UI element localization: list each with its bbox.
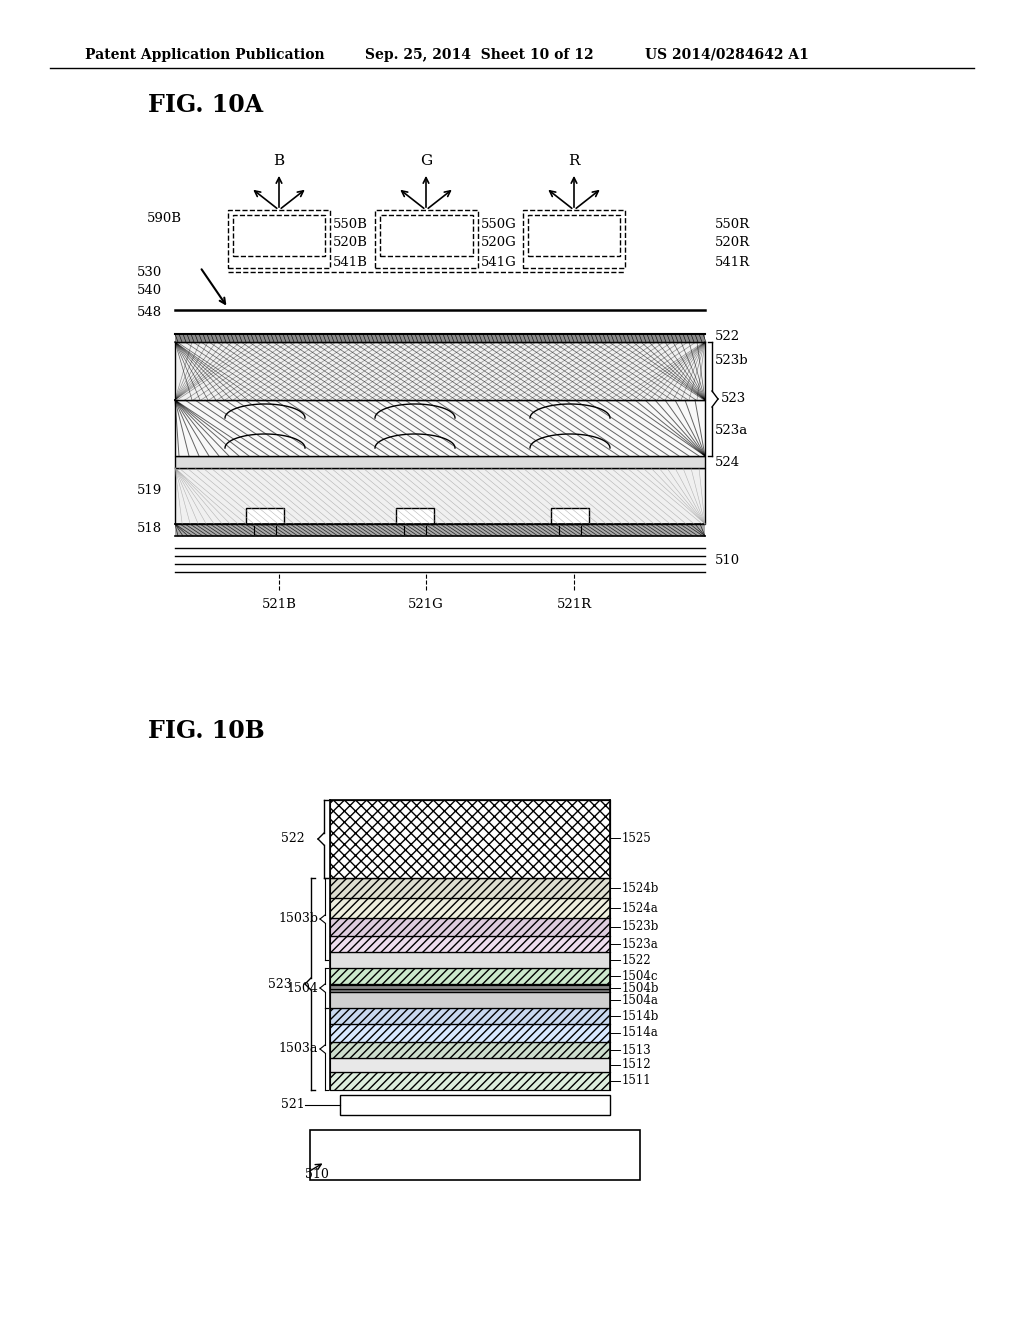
Text: 521R: 521R	[556, 598, 592, 611]
Text: 1522: 1522	[622, 953, 651, 966]
Bar	[340, 1096, 610, 1115]
Text: 522: 522	[715, 330, 740, 343]
Bar	[330, 952, 610, 968]
Text: 541G: 541G	[481, 256, 517, 268]
Text: 541R: 541R	[715, 256, 751, 268]
Text: 1511: 1511	[622, 1074, 651, 1088]
Bar	[551, 508, 589, 524]
Text: 1504a: 1504a	[622, 994, 658, 1006]
Text: 520B: 520B	[333, 236, 368, 249]
Bar	[396, 508, 434, 524]
Bar	[330, 800, 610, 878]
Text: 590B: 590B	[147, 213, 182, 224]
Bar	[330, 1024, 610, 1041]
Bar	[330, 1008, 610, 1024]
Text: 1504: 1504	[286, 982, 318, 994]
Bar	[175, 455, 705, 469]
Text: 521: 521	[282, 1098, 305, 1111]
Text: Sep. 25, 2014  Sheet 10 of 12: Sep. 25, 2014 Sheet 10 of 12	[365, 48, 594, 62]
Bar	[330, 936, 610, 952]
Bar	[330, 1072, 610, 1090]
Text: B: B	[273, 154, 285, 168]
Text: 1524a: 1524a	[622, 902, 658, 915]
Text: 523b: 523b	[715, 354, 749, 367]
Text: 548: 548	[137, 305, 162, 318]
Bar	[233, 215, 325, 256]
Text: 522: 522	[282, 833, 305, 846]
Bar	[330, 968, 610, 983]
Text: 1523a: 1523a	[622, 937, 658, 950]
Text: 523a: 523a	[715, 424, 749, 437]
Text: FIG. 10A: FIG. 10A	[148, 92, 263, 117]
Text: R: R	[568, 154, 580, 168]
Bar	[380, 215, 473, 256]
Text: 1512: 1512	[622, 1059, 651, 1072]
Bar	[175, 334, 705, 342]
Bar	[310, 1130, 640, 1180]
Text: 510: 510	[715, 553, 740, 566]
Text: 520R: 520R	[715, 236, 751, 249]
Text: 1514a: 1514a	[622, 1027, 658, 1040]
Text: 520G: 520G	[481, 236, 517, 249]
Text: 1503b: 1503b	[278, 912, 318, 925]
Bar	[330, 1041, 610, 1059]
Bar	[528, 215, 620, 256]
Text: 1504b: 1504b	[622, 982, 659, 994]
Text: 1513: 1513	[622, 1044, 651, 1056]
Text: 1504c: 1504c	[622, 969, 658, 982]
Bar	[175, 524, 705, 536]
Text: 530: 530	[137, 265, 162, 279]
Text: 540: 540	[137, 284, 162, 297]
Bar	[330, 1059, 610, 1072]
Bar	[330, 878, 610, 898]
Text: 550R: 550R	[715, 218, 751, 231]
Text: 510: 510	[305, 1168, 329, 1181]
Bar	[175, 400, 705, 455]
Bar	[523, 210, 625, 268]
Text: 1525: 1525	[622, 832, 651, 845]
Text: 518: 518	[137, 521, 162, 535]
Text: 521G: 521G	[409, 598, 443, 611]
Bar	[375, 210, 478, 268]
Text: FIG. 10B: FIG. 10B	[148, 719, 264, 743]
Bar	[330, 800, 610, 878]
Text: 1503a: 1503a	[279, 1043, 318, 1056]
Bar	[175, 342, 705, 400]
Text: 521B: 521B	[261, 598, 296, 611]
Bar	[175, 469, 705, 524]
Text: 541B: 541B	[333, 256, 368, 268]
Bar	[330, 983, 610, 993]
Text: 550G: 550G	[481, 218, 517, 231]
Text: 1514b: 1514b	[622, 1010, 659, 1023]
Text: 524: 524	[715, 455, 740, 469]
Text: 523: 523	[268, 978, 292, 990]
Bar	[330, 993, 610, 1008]
Text: 1524b: 1524b	[622, 882, 659, 895]
Text: Patent Application Publication: Patent Application Publication	[85, 48, 325, 62]
Text: 1523b: 1523b	[622, 920, 659, 933]
Text: 519: 519	[137, 483, 162, 496]
Bar	[246, 508, 284, 524]
Text: US 2014/0284642 A1: US 2014/0284642 A1	[645, 48, 809, 62]
Text: G: G	[420, 154, 432, 168]
Bar	[330, 917, 610, 936]
Bar	[228, 210, 330, 268]
Bar	[330, 898, 610, 917]
Text: 523: 523	[721, 392, 746, 405]
Text: 550B: 550B	[333, 218, 368, 231]
